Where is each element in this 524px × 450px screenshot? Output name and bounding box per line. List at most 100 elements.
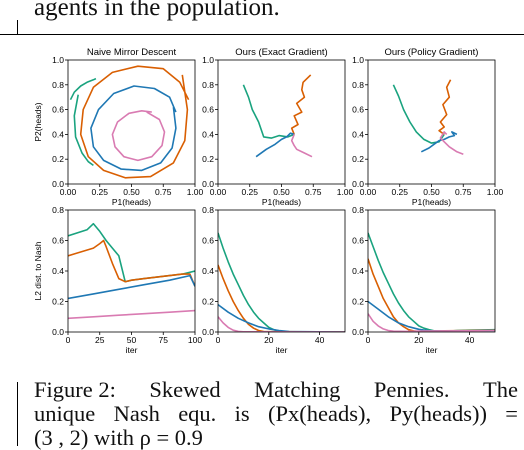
caption-word: equ. <box>178 401 217 426</box>
x-axis-label: P1(heads) <box>262 197 301 207</box>
series-line-orange <box>290 74 312 135</box>
y-tick-label: 0.8 <box>352 80 364 90</box>
chart-panel-2: 0.00 0.25 0.50 0.75 1.00 0.0 0.2 0.4 0.6 0.8 1.0 Ou… <box>202 47 353 207</box>
y-tick-label: 0.2 <box>352 154 364 164</box>
caption-word: = <box>505 401 518 426</box>
y-tick-label: 0.8 <box>352 205 364 215</box>
chart-panel-5: 0 20 40 0.0 0.2 0.4 0.6 0.8 iter <box>202 205 346 355</box>
chart-panel-4: 0 25 50 75 100 0.0 0.2 0.4 0.6 0.8 iter L2 dist. to… <box>33 205 202 355</box>
x-tick-label: 0 <box>66 335 71 345</box>
caption-line-2: unique Nash equ. is (Px(heads), Py(heads… <box>34 402 518 426</box>
caption-word: (Px(heads), <box>268 401 372 426</box>
x-tick-label: 0.75 <box>305 187 322 197</box>
panel-title: Naive Mirror Descent <box>87 47 177 58</box>
series-line-pink <box>68 309 195 320</box>
y-tick-label: 0.6 <box>202 105 214 115</box>
panel-title: Ours (Policy Gradient) <box>385 47 479 58</box>
x-axis-label: P1(heads) <box>112 197 151 207</box>
x-tick-label: 1.00 <box>487 187 504 197</box>
caption-word: Skewed <box>149 377 221 402</box>
x-axis-label: iter <box>426 345 438 355</box>
y-tick-label: 0.0 <box>52 327 64 337</box>
axes-frame <box>217 209 346 333</box>
caption-word: Nash <box>113 401 160 426</box>
x-tick-label: 1.00 <box>337 187 354 197</box>
left-margin-bar-top <box>17 20 18 34</box>
y-tick-label: 0.2 <box>202 297 214 307</box>
x-tick-label: 0.00 <box>210 187 227 197</box>
y-tick-label: 0.4 <box>352 266 364 276</box>
series-line-blue <box>90 85 177 172</box>
series-line-pink <box>368 313 495 332</box>
y-tick-label: 0.8 <box>52 205 64 215</box>
x-axis-label: P1(heads) <box>412 197 451 207</box>
series-line-pink <box>290 134 313 158</box>
axes-frame <box>217 59 346 185</box>
caption-word: Matching <box>254 377 341 402</box>
x-axis-label: iter <box>276 345 288 355</box>
x-tick-label: 25 <box>95 335 105 345</box>
y-tick-label: 0.4 <box>52 266 64 276</box>
y-tick-label: 0.6 <box>52 105 64 115</box>
caption-word: Py(heads)) <box>389 401 487 426</box>
y-tick-label: 1.0 <box>202 55 214 65</box>
x-tick-label: 40 <box>315 335 325 345</box>
series-line-orange <box>368 258 495 332</box>
y-tick-label: 0.0 <box>52 179 64 189</box>
x-tick-label: 0.75 <box>455 187 472 197</box>
series-line-orange <box>79 65 190 179</box>
series-line-orange <box>68 239 195 287</box>
y-tick-label: 0.2 <box>202 154 214 164</box>
x-tick-label: 100 <box>188 335 202 345</box>
axes-frame <box>367 59 496 185</box>
column-rule <box>0 34 524 35</box>
caption-word: is <box>234 401 250 426</box>
caption-word: Pennies. <box>373 377 450 402</box>
series-line-green <box>69 77 97 101</box>
x-tick-label: 50 <box>127 335 137 345</box>
figure-caption: Figure 2: Skewed Matching Pennies. The u… <box>34 378 518 450</box>
series-line-orange <box>218 264 345 332</box>
series-line-blue <box>255 132 295 158</box>
series-line-green <box>73 94 94 167</box>
caption-word: The <box>482 377 518 402</box>
y-tick-label: 0.8 <box>202 80 214 90</box>
x-tick-label: 0.25 <box>91 187 108 197</box>
y-tick-label: 0.4 <box>352 129 364 139</box>
x-tick-label: 0.50 <box>273 187 290 197</box>
y-tick-label: 1.0 <box>352 55 364 65</box>
y-tick-label: 0.0 <box>352 179 364 189</box>
y-axis-label: P2(heads) <box>33 102 43 141</box>
x-tick-label: 0.00 <box>360 187 377 197</box>
x-tick-label: 0 <box>366 335 371 345</box>
y-tick-label: 0.4 <box>202 266 214 276</box>
x-tick-label: 40 <box>465 335 475 345</box>
y-tick-label: 0.6 <box>352 236 364 246</box>
x-tick-label: 75 <box>159 335 169 345</box>
x-tick-label: 0.25 <box>391 187 408 197</box>
series-line-pink <box>439 131 464 155</box>
y-tick-label: 0.4 <box>52 129 64 139</box>
x-tick-label: 0.50 <box>423 187 440 197</box>
x-tick-label: 0 <box>216 335 221 345</box>
series-line-blue <box>68 274 195 300</box>
y-tick-label: 0.4 <box>202 129 214 139</box>
chart-panel-1: 0.00 0.25 0.50 0.75 1.00 0.0 0.2 0.4 0.6 0.8 1.0 Na… <box>33 47 204 207</box>
series-line-green <box>242 84 295 139</box>
y-tick-label: 0.8 <box>202 205 214 215</box>
figure-panels: 0.00 0.25 0.50 0.75 1.000.00.20.40.60.81.0Na… <box>33 47 504 355</box>
y-tick-label: 0.2 <box>52 154 64 164</box>
series-line-orange <box>438 79 452 136</box>
y-tick-label: 0.0 <box>352 327 364 337</box>
x-axis-label: iter <box>126 345 138 355</box>
y-tick-label: 0.2 <box>52 297 64 307</box>
preceding-text: agents in the population. <box>34 0 280 21</box>
caption-line-1: Figure 2: Skewed Matching Pennies. The <box>34 378 518 402</box>
y-tick-label: 0.6 <box>52 236 64 246</box>
y-tick-label: 0.0 <box>202 179 214 189</box>
y-tick-label: 0.0 <box>202 327 214 337</box>
panel-title: Ours (Exact Gradient) <box>235 47 327 58</box>
x-tick-label: 0.50 <box>123 187 140 197</box>
series-line-blue <box>420 131 458 153</box>
x-tick-label: 20 <box>414 335 424 345</box>
